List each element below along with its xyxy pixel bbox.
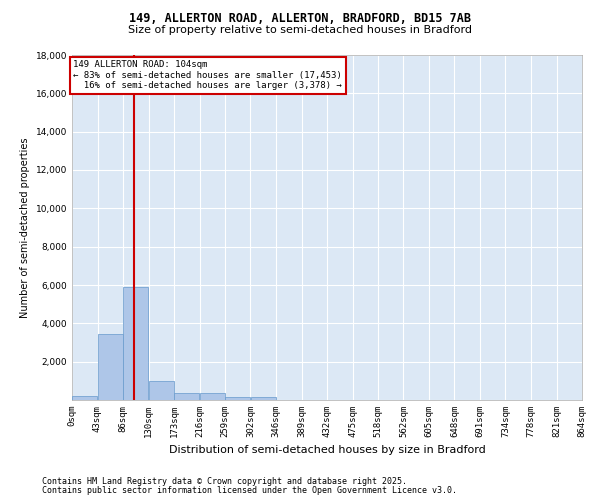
Bar bbox=[200, 394, 225, 400]
Bar bbox=[98, 334, 123, 400]
Bar bbox=[149, 381, 174, 400]
Text: 149 ALLERTON ROAD: 104sqm
← 83% of semi-detached houses are smaller (17,453)
  1: 149 ALLERTON ROAD: 104sqm ← 83% of semi-… bbox=[73, 60, 342, 90]
Text: 149, ALLERTON ROAD, ALLERTON, BRADFORD, BD15 7AB: 149, ALLERTON ROAD, ALLERTON, BRADFORD, … bbox=[129, 12, 471, 26]
Text: Contains public sector information licensed under the Open Government Licence v3: Contains public sector information licen… bbox=[42, 486, 457, 495]
Bar bbox=[123, 287, 148, 400]
Bar bbox=[72, 396, 97, 400]
Y-axis label: Number of semi-detached properties: Number of semi-detached properties bbox=[20, 137, 30, 318]
Bar bbox=[174, 394, 199, 400]
Bar bbox=[251, 397, 276, 400]
Text: Contains HM Land Registry data © Crown copyright and database right 2025.: Contains HM Land Registry data © Crown c… bbox=[42, 477, 407, 486]
X-axis label: Distribution of semi-detached houses by size in Bradford: Distribution of semi-detached houses by … bbox=[169, 446, 485, 456]
Bar bbox=[225, 397, 250, 400]
Text: Size of property relative to semi-detached houses in Bradford: Size of property relative to semi-detach… bbox=[128, 25, 472, 35]
